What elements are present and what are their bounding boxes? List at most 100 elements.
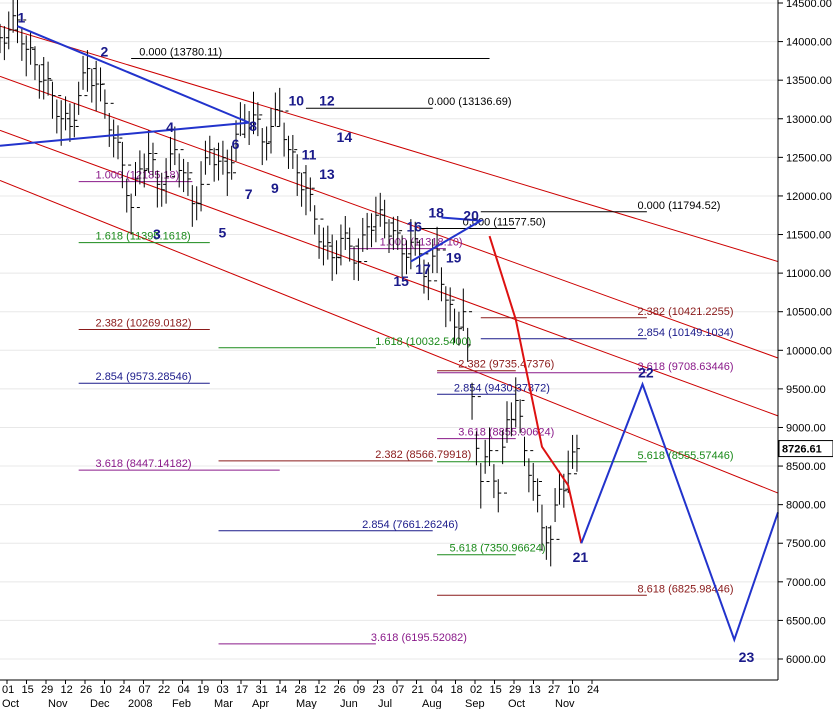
month-label: 2008: [128, 698, 152, 709]
fib-level-label: 3.618 (8447.14182): [96, 458, 192, 470]
x-tick-label: 26: [80, 684, 92, 696]
fib-level-label: 3.618 (8855.90624): [458, 427, 554, 439]
last-price-label: 8726.61: [782, 444, 822, 456]
fib-level-label: 0.000 (11577.50): [463, 217, 546, 229]
x-tick-label: 31: [256, 684, 268, 696]
x-tick-label: 17: [236, 684, 248, 696]
channel-line: [0, 129, 779, 417]
y-tick-label: 11000.00: [786, 268, 831, 280]
y-tick-label: 8000.00: [786, 500, 826, 512]
x-tick-label: 29: [509, 684, 521, 696]
month-label: Jul: [378, 698, 392, 709]
wave-label: 14: [337, 129, 353, 145]
month-label: Nov: [555, 698, 575, 709]
plot-background: [0, 0, 778, 680]
wave-label: 7: [245, 186, 253, 202]
fibonacci-levels: 0.000 (13780.11) 0.000 (13136.69) 0.000 (1…: [78, 47, 734, 645]
x-tick-label: 07: [392, 684, 404, 696]
fib-level-label: 1.618 (10032.5400): [375, 336, 471, 348]
fib-level-label: 2.382 (8566.79918): [375, 449, 471, 461]
triangle-1: [0, 25, 250, 147]
wave-label: 18: [428, 205, 444, 221]
wave-label: 20: [463, 208, 479, 224]
wave-label: 8: [249, 118, 257, 134]
date-axis: 01 15 29 12 26 10 24 07 22 04 19 03 17 31 14 28 12 26 09 23…: [0, 679, 778, 709]
month-label: Oct: [2, 698, 19, 709]
month-label: Apr: [252, 698, 269, 709]
wave-label: 12: [319, 93, 335, 109]
month-label: Feb: [172, 698, 191, 709]
x-tick-label: 12: [61, 684, 73, 696]
wave-label: 13: [319, 166, 335, 182]
x-tick-label: 15: [22, 684, 34, 696]
x-tick-label: 14: [275, 684, 287, 696]
x-tick-label: 07: [139, 684, 151, 696]
y-tick-label: 10500.00: [786, 307, 832, 319]
channel-line: [0, 25, 779, 263]
wave-label: 17: [415, 261, 431, 277]
wave-label: 4: [166, 119, 174, 135]
x-tick-label: 09: [353, 684, 365, 696]
y-tick-label: 8500.00: [786, 461, 826, 473]
y-tick-label: 6500.00: [786, 615, 826, 627]
fib-level-label: 5.618 (7350.96624): [450, 543, 546, 555]
price-bars: [0, 0, 580, 567]
y-tick-label: 14500.00: [786, 0, 832, 10]
x-tick-label: 21: [412, 684, 424, 696]
wave-label: 2: [101, 43, 109, 59]
projection-lines: [0, 25, 779, 643]
fib-level-label: 3.618 (6195.52082): [371, 632, 467, 644]
x-tick-label: 19: [197, 684, 209, 696]
y-tick-label: 7500.00: [786, 538, 826, 550]
fib-level-label: 2.854 (7661.26246): [362, 519, 458, 531]
fib-level-label: 0.000 (13780.11): [139, 47, 222, 59]
x-tick-label: 10: [100, 684, 112, 696]
wave-label: 23: [739, 649, 755, 665]
red-decline-line: [488, 235, 583, 544]
y-tick-label: 10000.00: [786, 345, 832, 357]
x-tick-label: 22: [158, 684, 170, 696]
x-tick-label: 10: [568, 684, 580, 696]
month-label: May: [296, 698, 317, 709]
x-tick-label: 04: [178, 684, 190, 696]
x-tick-label: 03: [217, 684, 229, 696]
wave-label: 11: [302, 147, 317, 163]
y-tick-label: 13500.00: [786, 75, 832, 87]
y-tick-label: 12500.00: [786, 152, 832, 164]
y-tick-label: 11500.00: [786, 230, 831, 242]
fib-level-label: 2.854 (9430.37872): [454, 382, 550, 394]
y-tick-label: 9000.00: [786, 422, 826, 434]
y-tick-label: 7000.00: [786, 577, 826, 589]
x-tick-label: 24: [587, 684, 599, 696]
y-tick-label: 6000.00: [786, 654, 826, 666]
month-label: Dec: [90, 698, 110, 709]
y-tick-label: 9500.00: [786, 384, 826, 396]
x-tick-label: 26: [334, 684, 346, 696]
month-label: Jun: [340, 698, 358, 709]
month-label: Aug: [422, 698, 442, 709]
channel-line: [0, 180, 779, 494]
wave-label: 5: [219, 225, 227, 241]
fib-level-label: 1.618 (11395.1618): [96, 231, 191, 243]
channel-lines: [0, 25, 779, 494]
wave-label: 6: [232, 136, 240, 152]
wave-label: 15: [393, 273, 409, 289]
x-tick-label: 29: [41, 684, 53, 696]
x-tick-label: 13: [529, 684, 541, 696]
x-tick-label: 12: [314, 684, 326, 696]
wave-label: 1: [17, 9, 25, 25]
x-tick-label: 02: [470, 684, 482, 696]
wave-label: 3: [153, 226, 161, 242]
month-label: Nov: [48, 698, 68, 709]
price-grid: [0, 0, 778, 680]
y-tick-label: 12000.00: [786, 191, 832, 203]
fib-level-label: 8.618 (6825.98446): [638, 583, 734, 595]
wave-label: 21: [573, 549, 589, 565]
month-label: Sep: [465, 698, 485, 709]
wave-label: 9: [271, 180, 279, 196]
y-tick-label: 13000.00: [786, 114, 832, 126]
x-tick-label: 23: [373, 684, 385, 696]
x-tick-label: 27: [548, 684, 560, 696]
